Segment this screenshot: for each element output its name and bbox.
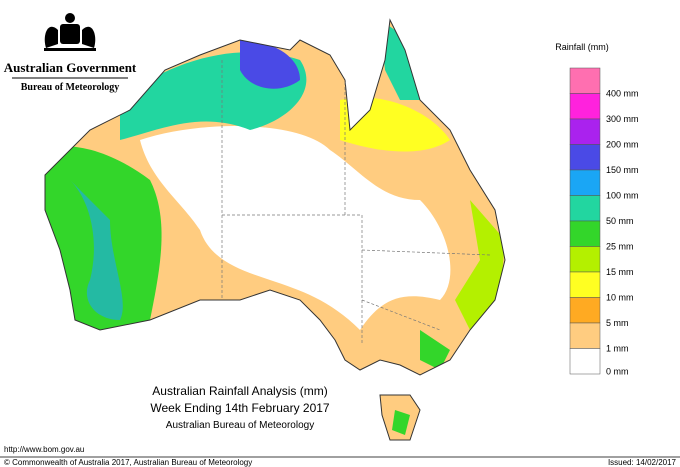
legend-label: 400 mm <box>606 89 639 99</box>
legend-swatch <box>569 297 601 324</box>
legend-label: 1 mm <box>606 344 629 354</box>
legend-swatch <box>569 271 601 298</box>
legend-swatch <box>569 67 601 94</box>
bureau-name: Bureau of Meteorology <box>21 82 120 93</box>
legend-label: 300 mm <box>606 114 639 124</box>
legend-label: 15 mm <box>606 267 634 277</box>
legend-swatch <box>569 246 601 273</box>
footer-issued: Issued: 14/02/2017 <box>608 458 677 467</box>
footer-url: http://www.bom.gov.au <box>4 445 84 454</box>
legend-label: 50 mm <box>606 216 634 226</box>
legend-swatch <box>569 118 601 145</box>
legend-swatch <box>569 93 601 120</box>
legend-swatch <box>569 144 601 171</box>
legend-label: 100 mm <box>606 191 639 201</box>
footer-copyright: © Commonwealth of Australia 2017, Austra… <box>4 458 252 467</box>
legend-label: 0 mm <box>606 366 629 376</box>
legend-label: 10 mm <box>606 293 634 303</box>
legend-swatch <box>569 322 601 349</box>
state-borders <box>221 60 491 345</box>
legend-label: 5 mm <box>606 318 629 328</box>
legend-swatch <box>569 169 601 196</box>
legend-label: 25 mm <box>606 242 634 252</box>
legend-swatch <box>569 195 601 222</box>
map-title-2: Week Ending 14th February 2017 <box>150 401 330 415</box>
map-title-3: Australian Bureau of Meteorology <box>166 420 314 431</box>
legend-label: 200 mm <box>606 140 639 150</box>
coat-of-arms <box>44 13 96 51</box>
legend-label: 150 mm <box>606 165 639 175</box>
legend: 400 mm 300 mm 200 mm 150 mm 100 mm 50 mm 25 mm… <box>569 67 639 376</box>
legend-title: Rainfall (mm) <box>555 42 609 52</box>
legend-swatch <box>569 348 601 375</box>
coastline <box>44 18 506 441</box>
legend-swatch <box>569 220 601 247</box>
map-title-1: Australian Rainfall Analysis (mm) <box>152 384 327 398</box>
government-name: Australian Government <box>4 60 137 75</box>
